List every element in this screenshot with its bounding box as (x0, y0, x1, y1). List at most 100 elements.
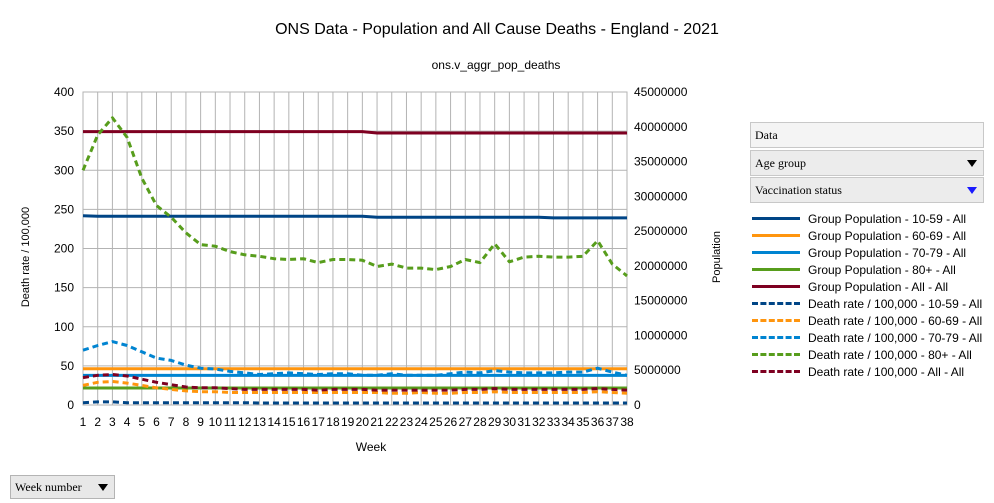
legend-label: Death rate / 100,000 - All - All (808, 364, 965, 379)
series-line-death-rate-100-000-80-all (81, 116, 628, 278)
legend-label: Group Population - 80+ - All (808, 262, 956, 277)
legend-swatch (752, 336, 800, 339)
y-tick-label: 300 (54, 163, 74, 177)
legend-swatch (752, 353, 800, 356)
x-tick-label: 15 (282, 415, 296, 429)
y2-axis-label: Population (711, 231, 723, 283)
legend-item: Group Population - 80+ - All (752, 261, 982, 278)
x-tick-label: 27 (459, 415, 473, 429)
x-tick-label: 22 (385, 415, 399, 429)
chart-title: ONS Data - Population and All Cause Deat… (275, 21, 719, 38)
legend-item: Death rate / 100,000 - 10-59 - All (752, 295, 982, 312)
x-tick-label: 33 (547, 415, 561, 429)
series-line-group-population-all-all (83, 130, 627, 135)
x-tick-label: 24 (414, 415, 428, 429)
vaccination-status-label: Vaccination status (755, 182, 842, 197)
plot-area-frame (82, 91, 628, 406)
y2-tick-label: 0 (634, 398, 641, 412)
x-tick-label: 5 (138, 415, 145, 429)
x-tick-label: 12 (238, 415, 252, 429)
x-tick-label: 6 (153, 415, 160, 429)
series-line-death-rate-100-000-10-59-all (82, 400, 627, 405)
series-line-death-rate-100-000-60-69-all (82, 380, 628, 395)
y2-tick-label: 30000000 (634, 189, 688, 203)
legend-item: Group Population - All - All (752, 278, 982, 295)
legend-label: Group Population - 70-79 - All (808, 245, 967, 260)
y-tick-label: 250 (54, 202, 74, 216)
x-tick-label: 11 (224, 415, 237, 429)
x-tick-label: 31 (517, 415, 531, 429)
legend-label: Death rate / 100,000 - 10-59 - All (808, 296, 983, 311)
y-tick-label: 100 (54, 320, 74, 334)
legend-item: Death rate / 100,000 - All - All (752, 363, 982, 380)
age-group-dropdown[interactable]: Age group (750, 150, 984, 176)
x-tick-label: 19 (341, 415, 355, 429)
legend-label: Group Population - 60-69 - All (808, 228, 967, 243)
x-tick-label: 34 (562, 415, 576, 429)
x-tick-label: 26 (444, 415, 458, 429)
x-tick-label: 32 (532, 415, 546, 429)
legend-swatch (752, 251, 800, 254)
y-tick-label: 50 (61, 359, 75, 373)
y2-tick-label: 45000000 (634, 85, 688, 99)
legend-swatch (752, 285, 800, 288)
chevron-down-icon (98, 484, 108, 491)
legend-item: Death rate / 100,000 - 70-79 - All (752, 329, 982, 346)
vaccination-status-dropdown[interactable]: Vaccination status (750, 177, 984, 203)
x-tick-label: 38 (620, 415, 634, 429)
y2-tick-label: 20000000 (634, 259, 688, 273)
legend-swatch (752, 234, 800, 237)
data-field-button[interactable]: Data (750, 122, 984, 148)
x-tick-label: 16 (297, 415, 311, 429)
legend-swatch (752, 217, 800, 220)
y2-tick-label: 5000000 (634, 363, 681, 377)
week-number-dropdown[interactable]: Week number (10, 475, 115, 499)
legend-label: Death rate / 100,000 - 80+ - All (808, 347, 972, 362)
legend-item: Group Population - 10-59 - All (752, 210, 982, 227)
data-field-label: Data (755, 127, 778, 142)
legend-item: Group Population - 60-69 - All (752, 227, 982, 244)
y-axis-label: Death rate / 100,000 (20, 207, 32, 307)
series-line-death-rate-100-000-all-all (82, 373, 628, 392)
x-tick-label: 29 (488, 415, 502, 429)
legend-label: Group Population - All - All (808, 279, 949, 294)
y-tick-label: 400 (54, 85, 74, 99)
x-axis-label: Week (356, 440, 387, 454)
legend-item: Death rate / 100,000 - 60-69 - All (752, 312, 982, 329)
y2-tick-label: 40000000 (634, 120, 688, 134)
filter-active-chevron-icon (967, 187, 977, 194)
x-tick-label: 36 (591, 415, 605, 429)
x-tick-label: 8 (183, 415, 190, 429)
chevron-down-icon (967, 160, 977, 167)
x-tick-label: 35 (576, 415, 590, 429)
x-tick-label: 3 (109, 415, 116, 429)
legend-label: Death rate / 100,000 - 70-79 - All (808, 330, 983, 345)
x-tick-label: 10 (209, 415, 223, 429)
x-tick-label: 7 (168, 415, 175, 429)
axes: 1 2 3 4 5 6 7 8 9 10 11 12 13 14 15 16 17 18 19 20 21 22 23 24 2… (54, 85, 688, 429)
x-tick-label: 28 (473, 415, 487, 429)
x-tick-label: 9 (197, 415, 204, 429)
x-tick-label: 23 (400, 415, 414, 429)
series-layer (81, 116, 628, 405)
y-tick-label: 0 (67, 398, 74, 412)
x-tick-label: 13 (253, 415, 267, 429)
x-tick-label: 17 (312, 415, 326, 429)
x-tick-label: 2 (94, 415, 101, 429)
legend-swatch (752, 302, 800, 305)
y2-tick-label: 15000000 (634, 294, 688, 308)
legend-swatch (752, 319, 800, 322)
x-tick-label: 1 (80, 415, 87, 429)
legend-item: Death rate / 100,000 - 80+ - All (752, 346, 982, 363)
legend-item: Group Population - 70-79 - All (752, 244, 982, 261)
age-group-label: Age group (755, 155, 806, 170)
chart-subtitle: ons.v_aggr_pop_deaths (432, 58, 561, 72)
week-number-label: Week number (15, 479, 82, 494)
y-tick-label: 350 (54, 124, 74, 138)
y-tick-label: 200 (54, 242, 74, 256)
series-line-death-rate-100-000-70-79-all (82, 340, 628, 377)
y2-tick-label: 35000000 (634, 155, 688, 169)
y2-tick-label: 25000000 (634, 224, 688, 238)
y2-tick-label: 10000000 (634, 328, 688, 342)
